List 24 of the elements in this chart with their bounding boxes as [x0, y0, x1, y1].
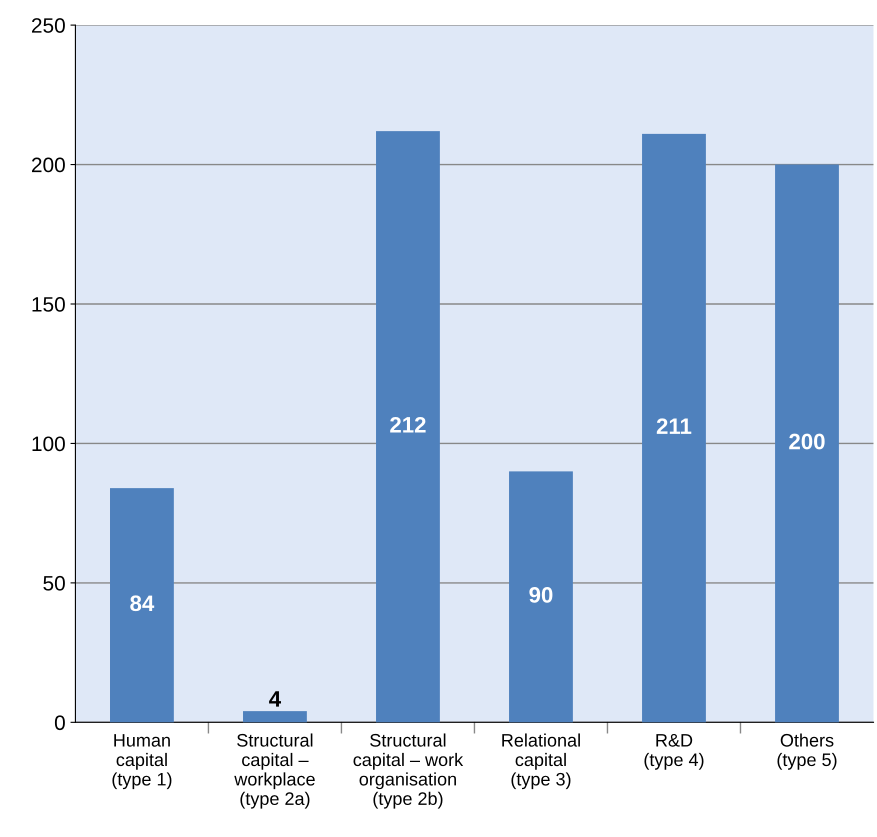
x-tick-label: Others (type 5)	[778, 733, 836, 770]
bar	[110, 488, 174, 722]
bar	[509, 471, 573, 722]
x-tick-label: Relational capital (type 3)	[502, 733, 580, 790]
data-label: 4	[269, 691, 281, 707]
x-tick-label: Structural capital – work organisation (type 2b)	[354, 733, 464, 809]
y-tick-label: 0	[54, 715, 65, 730]
x-tick-label: Human capital (type 1)	[112, 734, 172, 790]
x-tick-label: Structural capital – workplace (type 2a)	[234, 733, 315, 809]
y-tick-label: 250	[32, 18, 65, 33]
bar	[376, 131, 440, 722]
bar	[775, 164, 839, 722]
data-label: 212	[390, 416, 426, 432]
data-label: 211	[656, 418, 692, 434]
y-tick-label: 150	[32, 297, 65, 312]
data-label: 84	[130, 595, 154, 612]
y-tick-label: 50	[43, 576, 65, 591]
data-label: 200	[789, 434, 825, 450]
bar	[642, 134, 706, 722]
x-tick-label: R&D (type 4)	[644, 734, 704, 770]
y-tick-label: 200	[32, 158, 65, 172]
bar	[243, 711, 307, 722]
data-label: 90	[529, 587, 552, 603]
y-tick-label: 100	[32, 436, 65, 452]
